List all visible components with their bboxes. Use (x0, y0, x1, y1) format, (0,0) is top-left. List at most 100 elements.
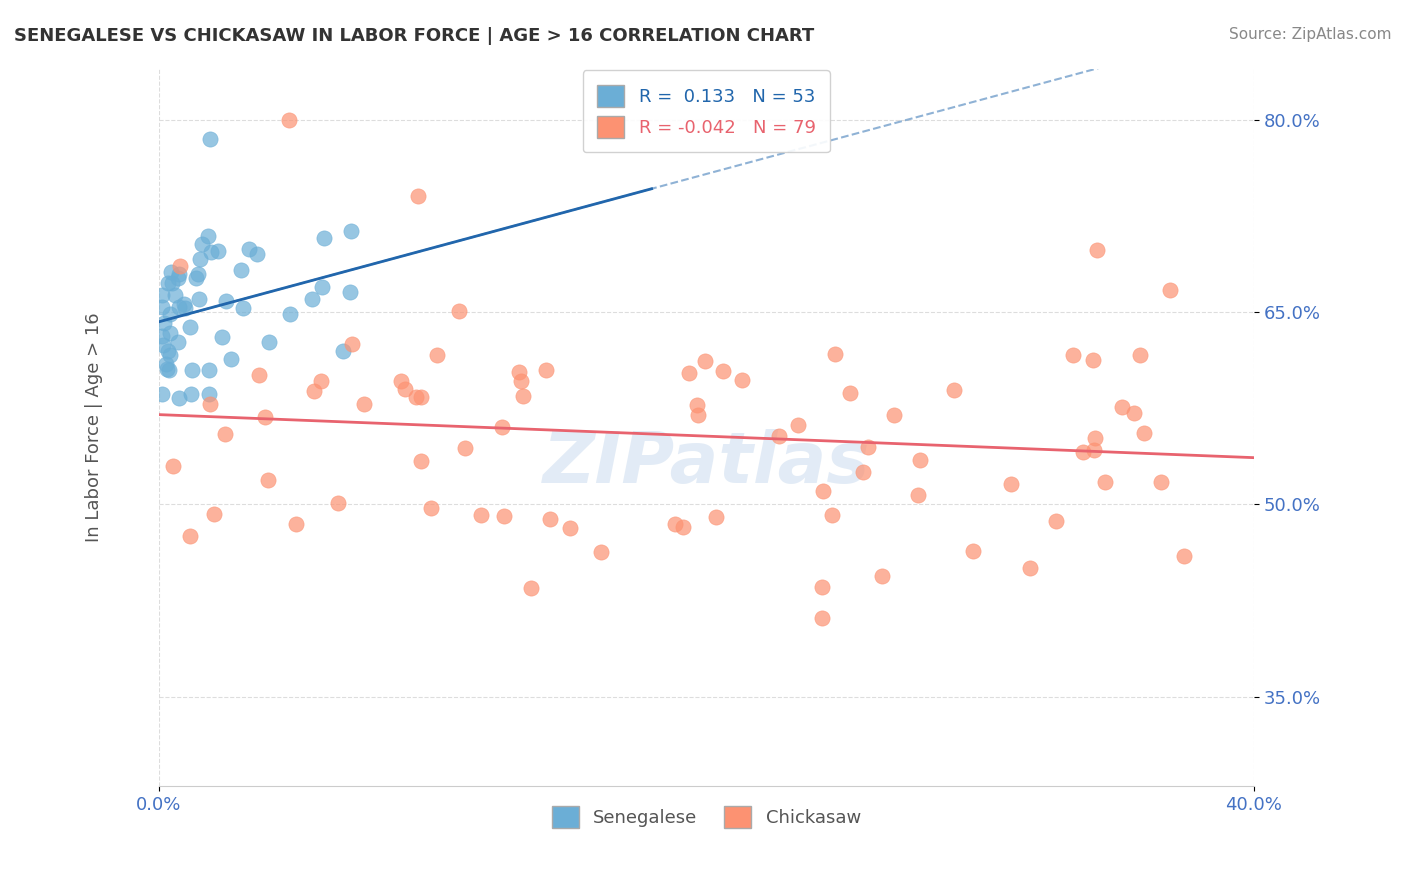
Chickasaw (811, 483, 834, 498)
Senegalese (167, 267, 190, 281)
Senegalese (311, 279, 333, 293)
Senegalese (179, 319, 201, 334)
Chickasaw (470, 508, 492, 522)
Legend: Senegalese, Chickasaw: Senegalese, Chickasaw (544, 798, 869, 835)
Chickasaw (870, 569, 893, 583)
Senegalese (150, 288, 173, 302)
Chickasaw (589, 544, 612, 558)
Chickasaw (179, 529, 201, 543)
Senegalese (159, 307, 181, 321)
Chickasaw (1085, 243, 1108, 257)
Chickasaw (340, 336, 363, 351)
Senegalese (186, 270, 208, 285)
Chickasaw (1094, 475, 1116, 489)
Senegalese (188, 292, 211, 306)
Chickasaw (509, 374, 531, 388)
Senegalese (238, 242, 260, 256)
Chickasaw (672, 520, 695, 534)
Chickasaw (1071, 444, 1094, 458)
Chickasaw (820, 508, 842, 522)
Chickasaw (1000, 476, 1022, 491)
Chickasaw (811, 611, 834, 625)
Senegalese (160, 265, 183, 279)
Chickasaw (494, 508, 516, 523)
Chickasaw (1159, 283, 1181, 297)
Chickasaw (711, 364, 734, 378)
Senegalese (167, 391, 190, 405)
Chickasaw (257, 473, 280, 487)
Chickasaw (426, 348, 449, 362)
Chickasaw (768, 428, 790, 442)
Text: ZIPatlas: ZIPatlas (543, 429, 870, 498)
Senegalese (339, 224, 361, 238)
Chickasaw (408, 189, 430, 203)
Chickasaw (162, 459, 184, 474)
Chickasaw (447, 303, 470, 318)
Chickasaw (810, 580, 832, 594)
Chickasaw (1062, 348, 1084, 362)
Chickasaw (824, 347, 846, 361)
Chickasaw (1084, 431, 1107, 445)
Senegalese (173, 297, 195, 311)
Chickasaw (247, 368, 270, 382)
Senegalese (246, 247, 269, 261)
Chickasaw (1045, 514, 1067, 528)
Senegalese (312, 231, 335, 245)
Chickasaw (1019, 561, 1042, 575)
Senegalese (198, 363, 221, 377)
Chickasaw (491, 419, 513, 434)
Senegalese (169, 300, 191, 314)
Chickasaw (695, 354, 717, 368)
Chickasaw (787, 418, 810, 433)
Chickasaw (1173, 549, 1195, 564)
Senegalese (159, 347, 181, 361)
Chickasaw (1083, 443, 1105, 458)
Senegalese (180, 387, 202, 401)
Chickasaw (908, 452, 931, 467)
Chickasaw (962, 544, 984, 558)
Chickasaw (1129, 348, 1152, 362)
Senegalese (229, 263, 252, 277)
Chickasaw (856, 440, 879, 454)
Senegalese (152, 338, 174, 352)
Senegalese (173, 301, 195, 315)
Senegalese (187, 268, 209, 282)
Chickasaw (883, 409, 905, 423)
Senegalese (198, 386, 221, 401)
Chickasaw (454, 441, 477, 455)
Chickasaw (704, 510, 727, 524)
Chickasaw (688, 409, 710, 423)
Chickasaw (1133, 425, 1156, 440)
Text: SENEGALESE VS CHICKASAW IN LABOR FORCE | AGE > 16 CORRELATION CHART: SENEGALESE VS CHICKASAW IN LABOR FORCE |… (14, 27, 814, 45)
Chickasaw (420, 500, 443, 515)
Chickasaw (254, 409, 277, 424)
Senegalese (157, 343, 180, 358)
Chickasaw (558, 521, 581, 535)
Senegalese (160, 277, 183, 291)
Chickasaw (678, 366, 700, 380)
Chickasaw (907, 488, 929, 502)
Senegalese (181, 363, 204, 377)
Senegalese (153, 316, 176, 330)
Senegalese (219, 351, 242, 366)
Chickasaw (405, 391, 427, 405)
Chickasaw (278, 112, 301, 127)
Senegalese (232, 301, 254, 315)
Senegalese (150, 301, 173, 315)
Chickasaw (202, 507, 225, 521)
Senegalese (215, 294, 238, 309)
Senegalese (200, 244, 222, 259)
Senegalese (166, 270, 188, 285)
Senegalese (157, 363, 180, 377)
Y-axis label: In Labor Force | Age > 16: In Labor Force | Age > 16 (86, 313, 103, 542)
Chickasaw (284, 517, 307, 532)
Chickasaw (214, 426, 236, 441)
Chickasaw (311, 374, 333, 388)
Senegalese (198, 132, 221, 146)
Chickasaw (169, 259, 191, 273)
Chickasaw (409, 454, 432, 468)
Senegalese (278, 306, 301, 320)
Chickasaw (200, 397, 222, 411)
Chickasaw (731, 373, 754, 387)
Chickasaw (686, 398, 709, 412)
